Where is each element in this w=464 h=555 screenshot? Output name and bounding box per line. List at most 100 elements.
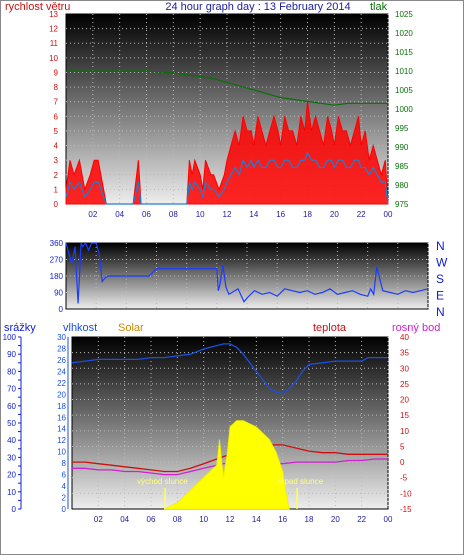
hour-tick: 10	[196, 210, 205, 219]
pressure-tick-labels: 975 980 985 990 995 1000 1005 1010 1015 1020 1025	[395, 10, 413, 209]
humidity-tick: 14	[57, 425, 66, 434]
wind-speed-tick: 13	[49, 10, 58, 19]
humidity-tick: 20	[57, 390, 66, 399]
wind-speed-tick: 6	[54, 112, 59, 121]
wind-direction-line	[65, 241, 429, 304]
solar-axis-label: Solar	[118, 322, 144, 334]
hour-tick: 02	[94, 515, 103, 524]
hour-tick: 14	[252, 515, 261, 524]
temperature-tick-labels: -15 -10 -5 0 5 10 15 20 25 30 35 40	[400, 333, 412, 514]
rain-tick: 80	[7, 367, 16, 376]
rain-tick: 40	[7, 436, 16, 445]
temperature-panel-series	[71, 343, 388, 510]
compass-label: N	[436, 305, 445, 319]
hour-tick: 10	[199, 515, 208, 524]
humidity-tick: 16	[57, 413, 66, 422]
temperature-tick: 35	[400, 349, 409, 358]
wind-speed-tick: 11	[50, 39, 59, 48]
pressure-tick: 1020	[395, 29, 413, 38]
hour-tick: 02	[88, 210, 97, 219]
wind-speed-tick: 10	[49, 54, 58, 63]
pressure-tick: 975	[395, 200, 409, 209]
wind-speed-tick: 0	[54, 200, 59, 209]
rain-axis-label: srážky	[4, 322, 36, 334]
humidity-tick: 8	[62, 459, 67, 468]
sunset-label: západ slunce	[276, 477, 324, 486]
pressure-tick: 985	[395, 162, 409, 171]
direction-tick: 360	[50, 239, 64, 248]
humidity-axis-label: vlhkost	[63, 322, 97, 334]
hour-tick: 18	[303, 210, 312, 219]
rain-tick: 60	[7, 402, 16, 411]
hour-tick: 12	[223, 210, 232, 219]
humidity-tick: 26	[57, 356, 66, 365]
wind-speed-tick: 2	[54, 171, 59, 180]
rain-tick: 70	[7, 385, 16, 394]
hour-tick: 22	[357, 515, 366, 524]
humidity-tick: 2	[62, 494, 67, 503]
humidity-tick: 10	[57, 448, 66, 457]
pressure-tick: 995	[395, 124, 409, 133]
hour-tick: 08	[173, 515, 182, 524]
temperature-panel-hour-labels: 02 04 06 08 10 12 14 16 18 20 22 00	[94, 515, 393, 524]
chart-title: 24 hour graph day : 13 February 2014	[165, 1, 350, 13]
humidity-line	[71, 343, 388, 395]
direction-tick: 180	[50, 272, 64, 281]
temperature-tick: 5	[400, 442, 405, 451]
hour-tick: 06	[142, 210, 151, 219]
compass-label: W	[436, 256, 448, 270]
pressure-axis-label: tlak	[370, 1, 388, 13]
temperature-tick: 40	[400, 333, 409, 342]
wind-speed-tick: 5	[54, 127, 59, 136]
humidity-tick: 22	[57, 379, 66, 388]
pressure-tick: 1025	[395, 10, 413, 19]
rain-tick: 10	[7, 488, 16, 497]
wind-panel-series	[65, 70, 389, 205]
humidity-tick: 12	[57, 436, 66, 445]
hour-tick: 00	[384, 515, 393, 524]
pressure-tick: 990	[395, 143, 409, 152]
compass-label: E	[436, 289, 444, 303]
rain-tick-labels: 0 10 20 30 40 50 60 70 80 90 100	[3, 333, 22, 514]
sunrise-label: východ slunce	[137, 477, 188, 486]
pressure-tick: 980	[395, 181, 409, 190]
rain-tick: 90	[7, 350, 16, 359]
hour-tick: 22	[357, 210, 366, 219]
dewpoint-axis-label: rosný bod	[392, 322, 440, 334]
wind-panel-hour-labels: 02 04 06 08 10 12 14 16 18 20 22 00	[88, 210, 393, 219]
humidity-tick: 30	[57, 333, 66, 342]
humidity-tick: 4	[62, 482, 67, 491]
hour-tick: 14	[249, 210, 258, 219]
hour-tick: 20	[330, 210, 339, 219]
humidity-tick: 24	[57, 367, 66, 376]
pressure-line	[66, 70, 388, 106]
direction-tick: 90	[54, 289, 63, 298]
direction-tick: 270	[50, 256, 64, 265]
temperature-tick: 10	[400, 427, 409, 436]
rain-tick: 20	[7, 471, 16, 480]
temperature-tick: 20	[400, 396, 409, 405]
pressure-tick: 1015	[395, 48, 413, 57]
hour-tick: 18	[305, 515, 314, 524]
wind-speed-tick: 7	[54, 98, 59, 107]
temperature-tick: -5	[400, 474, 408, 483]
wind-speed-tick: 3	[54, 156, 59, 165]
humidity-tick: 18	[57, 402, 66, 411]
humidity-tick: 0	[62, 505, 67, 514]
rain-tick: 0	[12, 505, 17, 514]
average-wind-line	[65, 151, 389, 205]
rain-tick: 30	[7, 453, 16, 462]
temperature-axis-label: teplota	[313, 322, 347, 334]
hour-tick: 04	[115, 210, 124, 219]
temperature-tick: 0	[400, 458, 405, 467]
hour-tick: 04	[120, 515, 129, 524]
hour-tick: 20	[331, 515, 340, 524]
wind-speed-tick: 1	[54, 185, 59, 194]
rain-tick: 50	[7, 419, 16, 428]
temperature-tick: 15	[400, 411, 409, 420]
hour-tick: 06	[147, 515, 156, 524]
temperature-panel-grid	[72, 337, 389, 509]
